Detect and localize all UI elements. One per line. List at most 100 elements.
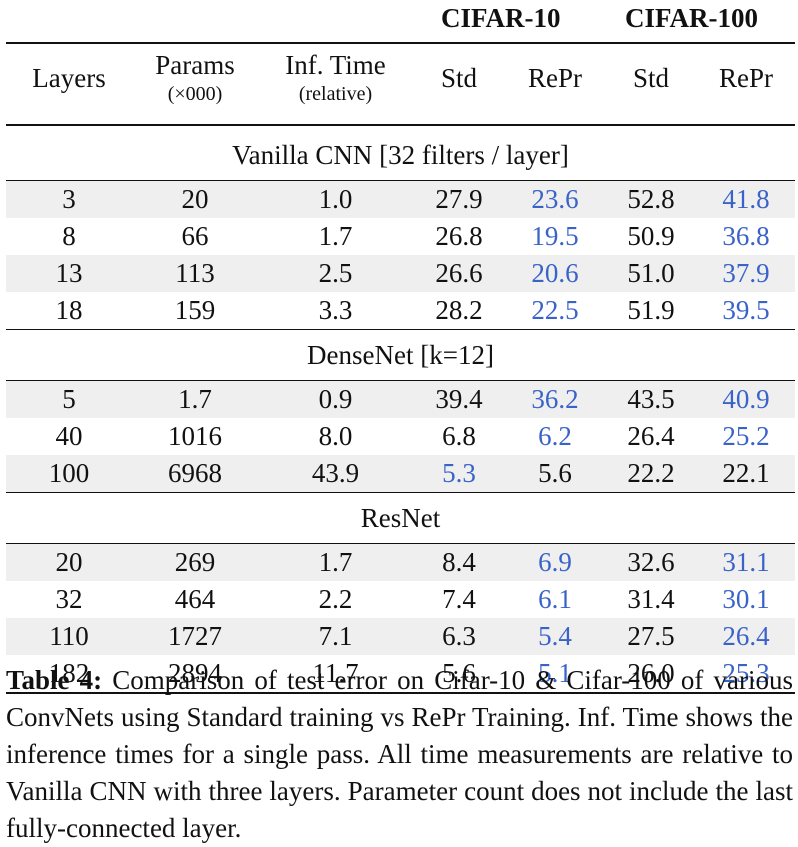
bottom-rule [6, 692, 795, 694]
cell-params: 1727 [168, 621, 222, 651]
table-row: 100 6968 43.9 5.3 5.6 22.2 22.1 [6, 455, 795, 492]
cell-inf-time: 1.7 [318, 547, 353, 577]
cell-cifar100-std: 52.8 [627, 184, 675, 214]
cell-params: 159 [174, 295, 216, 325]
cell-cifar100-repr: 25.3 [722, 658, 770, 688]
cell-cifar10-std: 39.4 [435, 384, 483, 414]
cell-cifar10-std: 5.3 [442, 458, 476, 488]
table-row: 110 1727 7.1 6.3 5.4 27.5 26.4 [6, 618, 795, 655]
cell-params: 1016 [168, 421, 222, 451]
cell-inf-time: 3.3 [318, 295, 353, 325]
group-header-cifar10: CIFAR-10 [441, 3, 561, 33]
table-row: 32 464 2.2 7.4 6.1 31.4 30.1 [6, 581, 795, 618]
cell-cifar100-repr: 26.4 [722, 621, 770, 651]
cell-layers: 100 [48, 458, 90, 488]
cell-inf-time: 7.1 [318, 621, 353, 651]
cell-cifar10-std: 6.3 [442, 621, 476, 651]
cell-params: 66 [181, 221, 209, 251]
cell-params: 20 [181, 184, 209, 214]
cell-layers: 110 [49, 621, 89, 651]
section-rule [6, 380, 795, 381]
cell-cifar100-std: 51.0 [627, 258, 675, 288]
cell-cifar100-repr: 30.1 [722, 584, 770, 614]
group-header-cifar100: CIFAR-100 [625, 3, 758, 33]
table-row: 20 269 1.7 8.4 6.9 32.6 31.1 [6, 544, 795, 581]
cell-inf-time: 2.5 [318, 258, 353, 288]
header-layers: Layers [32, 62, 106, 93]
section-title: ResNet [360, 502, 441, 533]
cell-cifar10-repr: 6.2 [538, 421, 572, 451]
header-cifar100-repr: RePr [719, 62, 773, 93]
cell-params: 113 [175, 258, 215, 288]
cell-layers: 18 [55, 295, 83, 325]
cell-inf-time: 2.2 [318, 584, 353, 614]
group-header-row: CIFAR-10 CIFAR-100 [6, 0, 795, 42]
cell-cifar10-repr: 23.6 [531, 184, 579, 214]
cell-cifar100-repr: 41.8 [722, 184, 770, 214]
cell-layers: 182 [48, 658, 90, 688]
cell-layers: 5 [62, 384, 76, 414]
header-params-label: Params [155, 49, 235, 80]
cell-cifar10-repr: 36.2 [531, 384, 579, 414]
header-inf-time: Inf. Time (relative) [258, 49, 413, 108]
cell-params: 269 [174, 547, 216, 577]
cell-cifar10-std: 26.6 [435, 258, 483, 288]
cell-cifar100-std: 27.5 [627, 621, 675, 651]
cell-layers: 20 [55, 547, 83, 577]
cell-cifar100-std: 31.4 [627, 584, 675, 614]
cell-cifar10-repr: 6.1 [538, 584, 572, 614]
header-inf-time-unit: (relative) [298, 83, 373, 106]
table-body: Vanilla CNN [32 filters / layer] 3 20 1.0 27… [6, 130, 795, 694]
table-row: 5 1.7 0.9 39.4 36.2 43.5 40.9 [6, 381, 795, 418]
table-caption: Table 4: Comparison of test error on Cif… [6, 662, 793, 847]
cell-cifar100-std: 50.9 [627, 221, 675, 251]
cell-layers: 32 [55, 584, 83, 614]
header-cifar10-repr: RePr [528, 62, 582, 93]
cell-cifar10-repr: 22.5 [531, 295, 579, 325]
cell-cifar10-std: 6.8 [442, 421, 476, 451]
section-rule [6, 543, 795, 544]
cell-layers: 13 [55, 258, 83, 288]
caption-label: Table 4: [6, 665, 103, 695]
cell-cifar10-std: 5.6 [442, 658, 476, 688]
cell-cifar100-repr: 37.9 [722, 258, 770, 288]
table-row: 8 66 1.7 26.8 19.5 50.9 36.8 [6, 218, 795, 255]
table-row: 40 1016 8.0 6.8 6.2 26.4 25.2 [6, 418, 795, 455]
header-inf-time-label: Inf. Time [285, 49, 386, 80]
cell-cifar10-std: 8.4 [442, 547, 476, 577]
top-rule [6, 42, 795, 44]
section-end-rule [6, 492, 795, 493]
cell-cifar10-repr: 19.5 [531, 221, 579, 251]
cell-params: 6968 [168, 458, 222, 488]
table-row: 182 2894 11.7 5.6 5.1 26.0 25.3 [6, 655, 795, 692]
cell-cifar100-repr: 36.8 [722, 221, 770, 251]
cell-inf-time: 1.0 [318, 184, 353, 214]
cell-cifar10-std: 7.4 [442, 584, 476, 614]
cell-cifar100-repr: 40.9 [722, 384, 770, 414]
header-params-unit: (×000) [167, 83, 223, 106]
cell-cifar10-repr: 5.6 [538, 458, 572, 488]
cell-cifar100-std: 22.2 [627, 458, 675, 488]
cell-cifar10-repr: 6.9 [538, 547, 572, 577]
header-cifar100-std: Std [632, 62, 670, 93]
header-cifar10-std: Std [440, 62, 478, 93]
cell-inf-time: 43.9 [311, 458, 360, 488]
cell-layers: 3 [62, 184, 76, 214]
table-row: 18 159 3.3 28.2 22.5 51.9 39.5 [6, 292, 795, 329]
cell-params: 1.7 [178, 384, 212, 414]
caption-text: Comparison of test error on Cifar-10 & C… [6, 665, 793, 843]
cell-params: 2894 [168, 658, 222, 688]
table-row: 13 113 2.5 26.6 20.6 51.0 37.9 [6, 255, 795, 292]
header-params: Params (×000) [132, 49, 258, 108]
cell-inf-time: 0.9 [318, 384, 353, 414]
cell-layers: 40 [55, 421, 83, 451]
section-end-rule [6, 329, 795, 330]
header-rule [6, 124, 795, 126]
section-rule [6, 180, 795, 181]
cell-cifar10-std: 28.2 [435, 295, 483, 325]
cell-cifar100-std: 51.9 [627, 295, 675, 325]
cell-params: 464 [174, 584, 216, 614]
results-table: CIFAR-10 CIFAR-100 Layers Params (×000) … [6, 0, 795, 694]
cell-cifar10-std: 27.9 [435, 184, 483, 214]
cell-cifar100-repr: 31.1 [722, 547, 770, 577]
